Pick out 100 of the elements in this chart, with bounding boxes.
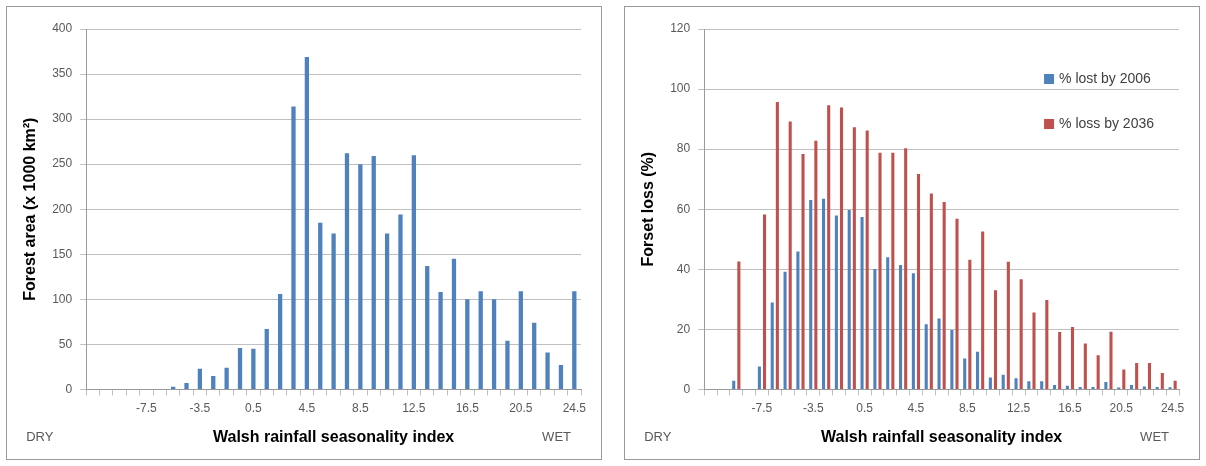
bar [929, 193, 933, 389]
bar [942, 201, 946, 389]
x-axis-title: Walsh rainfall seasonality index [820, 427, 1063, 445]
bar [411, 155, 416, 389]
y-tick-label: 120 [670, 21, 691, 36]
bar [839, 107, 844, 389]
bar [224, 367, 229, 389]
bar [865, 130, 869, 389]
bar [318, 222, 323, 389]
x-tick-label: 12.5 [1006, 400, 1031, 415]
bar [237, 347, 243, 389]
text: DRY [644, 428, 672, 444]
bar [904, 148, 908, 389]
bar [988, 377, 992, 389]
y-tick-label: 250 [52, 156, 73, 171]
bar [1014, 378, 1018, 389]
x-tick-label: 12.5 [402, 400, 426, 415]
y-tick-label: 150 [52, 246, 73, 261]
bar [916, 174, 921, 389]
bar [860, 217, 864, 389]
x-tick-label: 4.5 [298, 400, 316, 415]
bar [809, 199, 813, 389]
bar [976, 351, 980, 389]
bar [757, 366, 761, 389]
bar [358, 164, 363, 389]
bar [1096, 355, 1100, 389]
bar [737, 261, 741, 389]
bar [1045, 299, 1049, 389]
x-tick-label: 16.5 [1058, 400, 1082, 415]
bar [465, 299, 470, 389]
bar [1160, 372, 1164, 389]
bar [886, 257, 890, 389]
y-tick-label: 100 [52, 291, 73, 306]
x-tick-label: 4.5 [907, 400, 925, 415]
x-tick-label: -3.5 [802, 400, 824, 415]
x-tick-label: 16.5 [455, 400, 480, 415]
bar [834, 215, 838, 389]
bar [1058, 332, 1062, 389]
bar [827, 105, 831, 389]
y-tick-label: 100 [670, 81, 691, 96]
bar [558, 365, 564, 389]
bar [545, 352, 550, 389]
bar [1129, 384, 1134, 389]
bar [1065, 385, 1069, 389]
bar [814, 140, 818, 389]
y-tick-label: 300 [52, 111, 73, 126]
bar [1027, 381, 1031, 389]
bar [1001, 374, 1005, 389]
bar [478, 291, 483, 389]
y-tick-label: 50 [58, 336, 73, 351]
legend-label: % loss by 2036 [1059, 114, 1155, 131]
y-tick-label: 60 [676, 201, 691, 216]
bar [770, 302, 774, 389]
bar [491, 299, 497, 389]
bar [993, 290, 998, 389]
bar [1052, 384, 1057, 389]
bar [425, 265, 430, 389]
text: DRY [26, 428, 54, 444]
y-axis-title: Forest area (x 1000 km²) [21, 117, 39, 301]
bar [1070, 326, 1075, 389]
bar [277, 293, 283, 389]
bar [451, 258, 457, 389]
bar [891, 152, 895, 389]
x-tick-label: 20.5 [509, 400, 533, 415]
y-tick-label: 0 [683, 381, 691, 396]
bar [211, 375, 216, 389]
bar [1032, 312, 1036, 389]
bar [732, 380, 736, 389]
bar [371, 156, 376, 389]
x-tick-label: 24.5 [562, 400, 587, 415]
bar [801, 153, 805, 389]
bar [1122, 369, 1126, 389]
y-tick-label: 80 [676, 141, 691, 156]
y-tick-label: 350 [52, 66, 73, 81]
bar [847, 210, 851, 389]
x-axis-title: Walsh rainfall seasonality index [212, 427, 455, 445]
x-tick-label: 0.5 [245, 400, 263, 415]
bar [572, 291, 577, 389]
legend-label: % lost by 2006 [1059, 69, 1152, 86]
bar [762, 214, 767, 389]
bar [264, 329, 269, 389]
bar [878, 152, 882, 389]
bar [331, 233, 336, 389]
x-tick-label: -7.5 [751, 400, 773, 415]
y-tick-label: 400 [52, 21, 73, 36]
text: WET [1140, 428, 1170, 444]
bar [911, 273, 915, 389]
y-tick-label: 200 [52, 201, 73, 216]
y-axis-title: Forset loss (%) [639, 151, 657, 267]
x-tick-label: 0.5 [856, 400, 874, 415]
bar [1104, 381, 1108, 389]
x-tick-label: -3.5 [189, 400, 211, 415]
bar [291, 106, 296, 389]
bar [1083, 343, 1087, 389]
bar [197, 368, 203, 389]
bar [304, 56, 310, 389]
x-tick-label: 8.5 [958, 400, 976, 415]
bar [981, 231, 985, 389]
bar [251, 348, 256, 389]
bar [1019, 279, 1023, 389]
